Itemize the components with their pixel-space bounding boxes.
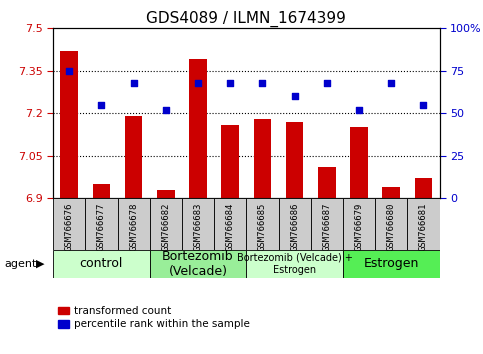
Bar bbox=[343, 250, 440, 278]
Bar bbox=[286, 122, 303, 198]
Text: GSM766679: GSM766679 bbox=[355, 202, 364, 251]
Text: GSM766678: GSM766678 bbox=[129, 202, 138, 251]
Point bbox=[130, 80, 138, 86]
Text: GSM766677: GSM766677 bbox=[97, 202, 106, 251]
Bar bbox=[85, 198, 117, 250]
Legend: transformed count, percentile rank within the sample: transformed count, percentile rank withi… bbox=[58, 306, 250, 329]
Text: ▶: ▶ bbox=[36, 259, 45, 269]
Bar bbox=[60, 51, 78, 198]
Bar bbox=[407, 198, 440, 250]
Bar bbox=[117, 198, 150, 250]
Bar bbox=[246, 250, 343, 278]
Text: GSM766684: GSM766684 bbox=[226, 202, 235, 251]
Bar bbox=[53, 198, 85, 250]
Text: control: control bbox=[80, 257, 123, 270]
Text: GSM766685: GSM766685 bbox=[258, 202, 267, 251]
Text: GSM766681: GSM766681 bbox=[419, 202, 428, 251]
Bar bbox=[157, 190, 175, 198]
Point bbox=[258, 80, 266, 86]
Text: Estrogen: Estrogen bbox=[364, 257, 419, 270]
Bar bbox=[343, 198, 375, 250]
Text: GSM766686: GSM766686 bbox=[290, 202, 299, 251]
Text: Bortezomib (Velcade) +
Estrogen: Bortezomib (Velcade) + Estrogen bbox=[237, 253, 353, 275]
Text: agent: agent bbox=[5, 259, 37, 269]
Text: GSM766676: GSM766676 bbox=[65, 202, 74, 251]
Text: Bortezomib
(Velcade): Bortezomib (Velcade) bbox=[162, 250, 234, 278]
Point bbox=[65, 68, 73, 74]
Text: GSM766682: GSM766682 bbox=[161, 202, 170, 251]
Bar bbox=[311, 198, 343, 250]
Text: GSM766687: GSM766687 bbox=[322, 202, 331, 251]
Bar bbox=[189, 59, 207, 198]
Point bbox=[291, 93, 298, 99]
Bar bbox=[53, 250, 150, 278]
Bar bbox=[318, 167, 336, 198]
Bar bbox=[375, 198, 407, 250]
Bar bbox=[246, 198, 279, 250]
Bar bbox=[254, 119, 271, 198]
Point bbox=[162, 107, 170, 113]
Bar bbox=[221, 125, 239, 198]
Point bbox=[194, 80, 202, 86]
Point bbox=[323, 80, 331, 86]
Bar bbox=[414, 178, 432, 198]
Bar bbox=[279, 198, 311, 250]
Bar bbox=[350, 127, 368, 198]
Point bbox=[98, 102, 105, 108]
Text: GSM766683: GSM766683 bbox=[194, 202, 202, 251]
Bar bbox=[93, 184, 110, 198]
Bar bbox=[150, 250, 246, 278]
Bar bbox=[125, 116, 142, 198]
Bar bbox=[182, 198, 214, 250]
Point bbox=[355, 107, 363, 113]
Text: GSM766680: GSM766680 bbox=[387, 202, 396, 251]
Bar bbox=[383, 187, 400, 198]
Point bbox=[227, 80, 234, 86]
Point bbox=[387, 80, 395, 86]
Bar bbox=[150, 198, 182, 250]
Point bbox=[420, 102, 427, 108]
Title: GDS4089 / ILMN_1674399: GDS4089 / ILMN_1674399 bbox=[146, 11, 346, 27]
Bar bbox=[214, 198, 246, 250]
